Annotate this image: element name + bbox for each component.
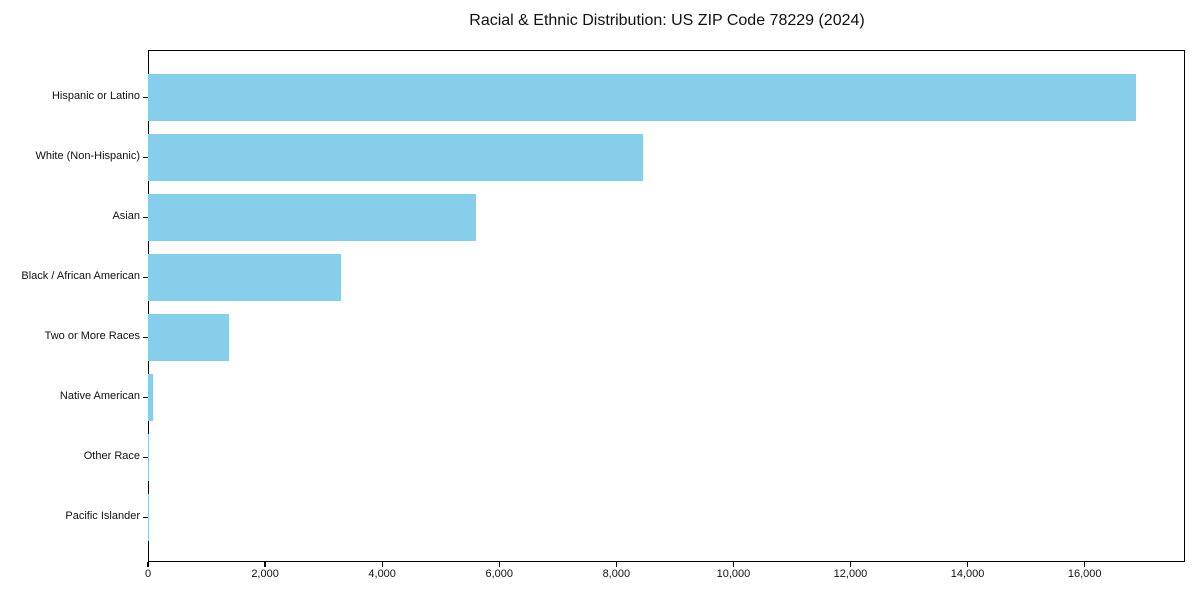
y-tick-label: Pacific Islander	[65, 510, 140, 522]
x-tick-label: 14,000	[950, 568, 985, 580]
x-tick-mark	[264, 562, 266, 567]
x-tick-label: 10,000	[716, 568, 751, 580]
x-tick-mark	[732, 562, 734, 567]
y-tick-mark	[143, 156, 148, 158]
y-tick-label: Native American	[59, 390, 140, 402]
plot-area	[148, 50, 1185, 562]
x-tick-mark	[849, 562, 852, 567]
y-tick-mark	[143, 456, 148, 458]
y-tick-mark	[143, 276, 148, 278]
y-tick-label: Other Race	[83, 450, 140, 462]
y-tick-label: Hispanic or Latino	[51, 90, 140, 102]
x-tick-mark	[498, 562, 500, 567]
x-tick-mark	[615, 562, 617, 567]
bar-hispanic-or-latino	[148, 73, 1136, 121]
y-tick-mark	[143, 396, 148, 398]
x-tick-mark	[1084, 562, 1086, 567]
y-tick-mark	[143, 96, 148, 98]
y-tick-mark	[143, 216, 148, 218]
x-tick-label: 8,000	[602, 568, 631, 580]
bar-white-non-hispanic	[148, 133, 643, 181]
x-tick-label: 0	[144, 568, 152, 580]
y-tick-label: Asian	[112, 210, 140, 222]
x-tick-label: 12,000	[833, 568, 868, 580]
y-tick-label: Black / African American	[21, 270, 140, 282]
bar-two-or-more-races	[148, 313, 230, 361]
bar-asian	[148, 193, 476, 241]
x-tick-label: 4,000	[368, 568, 396, 580]
bar-native-american	[148, 373, 153, 421]
y-tick-mark	[143, 516, 148, 518]
x-tick-label: 2,000	[251, 568, 279, 580]
x-tick-mark	[147, 562, 149, 567]
x-tick-label: 6,000	[485, 568, 513, 580]
bar-other-race	[148, 433, 150, 481]
y-tick-label: Two or More Races	[44, 330, 140, 342]
y-tick-mark	[143, 336, 148, 338]
x-tick-mark	[966, 562, 969, 567]
bar-black-african-american	[148, 253, 341, 301]
x-tick-label: 16,000	[1067, 568, 1102, 580]
x-tick-mark	[381, 562, 383, 567]
chart-title: Racial & Ethnic Distribution: US ZIP Cod…	[469, 12, 865, 29]
y-tick-label: White (Non-Hispanic)	[35, 150, 140, 162]
